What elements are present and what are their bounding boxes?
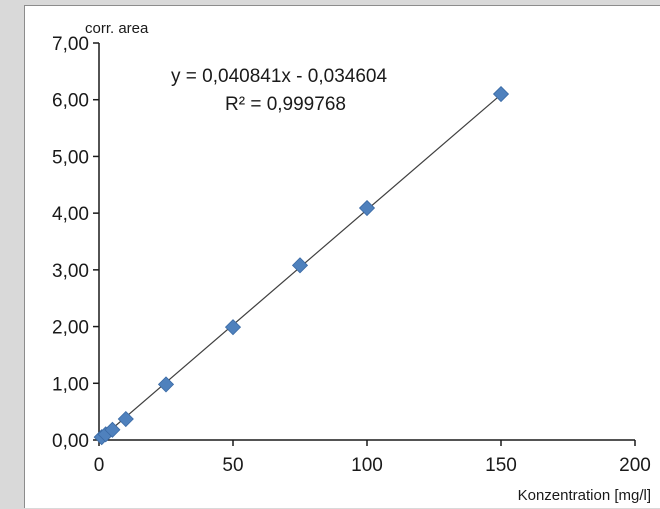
ticks-layer: 0,00 1,00 2,00 3,00 4,00 5,00 6,00 7,00 0 50 100 15…	[52, 34, 651, 476]
x-tick-label: 100	[351, 455, 383, 476]
chart-frame: 0,00 1,00 2,00 3,00 4,00 5,00 6,00 7,00 0 50 100 15…	[24, 5, 660, 508]
y-tick-label: 0,00	[52, 431, 89, 452]
r-squared-label: R² = 0,999768	[225, 94, 346, 115]
data-point	[104, 421, 121, 438]
y-tick-label: 2,00	[52, 318, 89, 339]
y-tick-label: 4,00	[52, 204, 89, 225]
x-tick-label: 200	[619, 455, 651, 476]
y-tick-label: 1,00	[52, 374, 89, 395]
trendline-equation: y = 0,040841x - 0,034604	[171, 66, 387, 87]
data-point	[224, 319, 242, 336]
x-axis-title: Konzentration [mg/l]	[518, 487, 651, 504]
x-tick-label: 50	[222, 455, 243, 476]
x-tick-label: 150	[485, 455, 517, 476]
data-point	[492, 85, 510, 103]
y-tick-label: 5,00	[52, 147, 89, 168]
data-point	[157, 376, 175, 393]
data-point	[291, 257, 309, 274]
y-tick-label: 7,00	[52, 34, 89, 55]
data-point	[117, 410, 134, 428]
y-tick-label: 3,00	[52, 261, 89, 282]
axes-layer	[98, 43, 635, 441]
data-points-layer	[93, 85, 510, 446]
x-tick-label: 0	[94, 455, 105, 476]
data-point	[358, 199, 376, 217]
calibration-chart: 0,00 1,00 2,00 3,00 4,00 5,00 6,00 7,00 0 50 100 15…	[52, 20, 651, 504]
y-tick-label: 6,00	[52, 91, 89, 112]
y-axis-title: corr. area	[85, 20, 149, 37]
